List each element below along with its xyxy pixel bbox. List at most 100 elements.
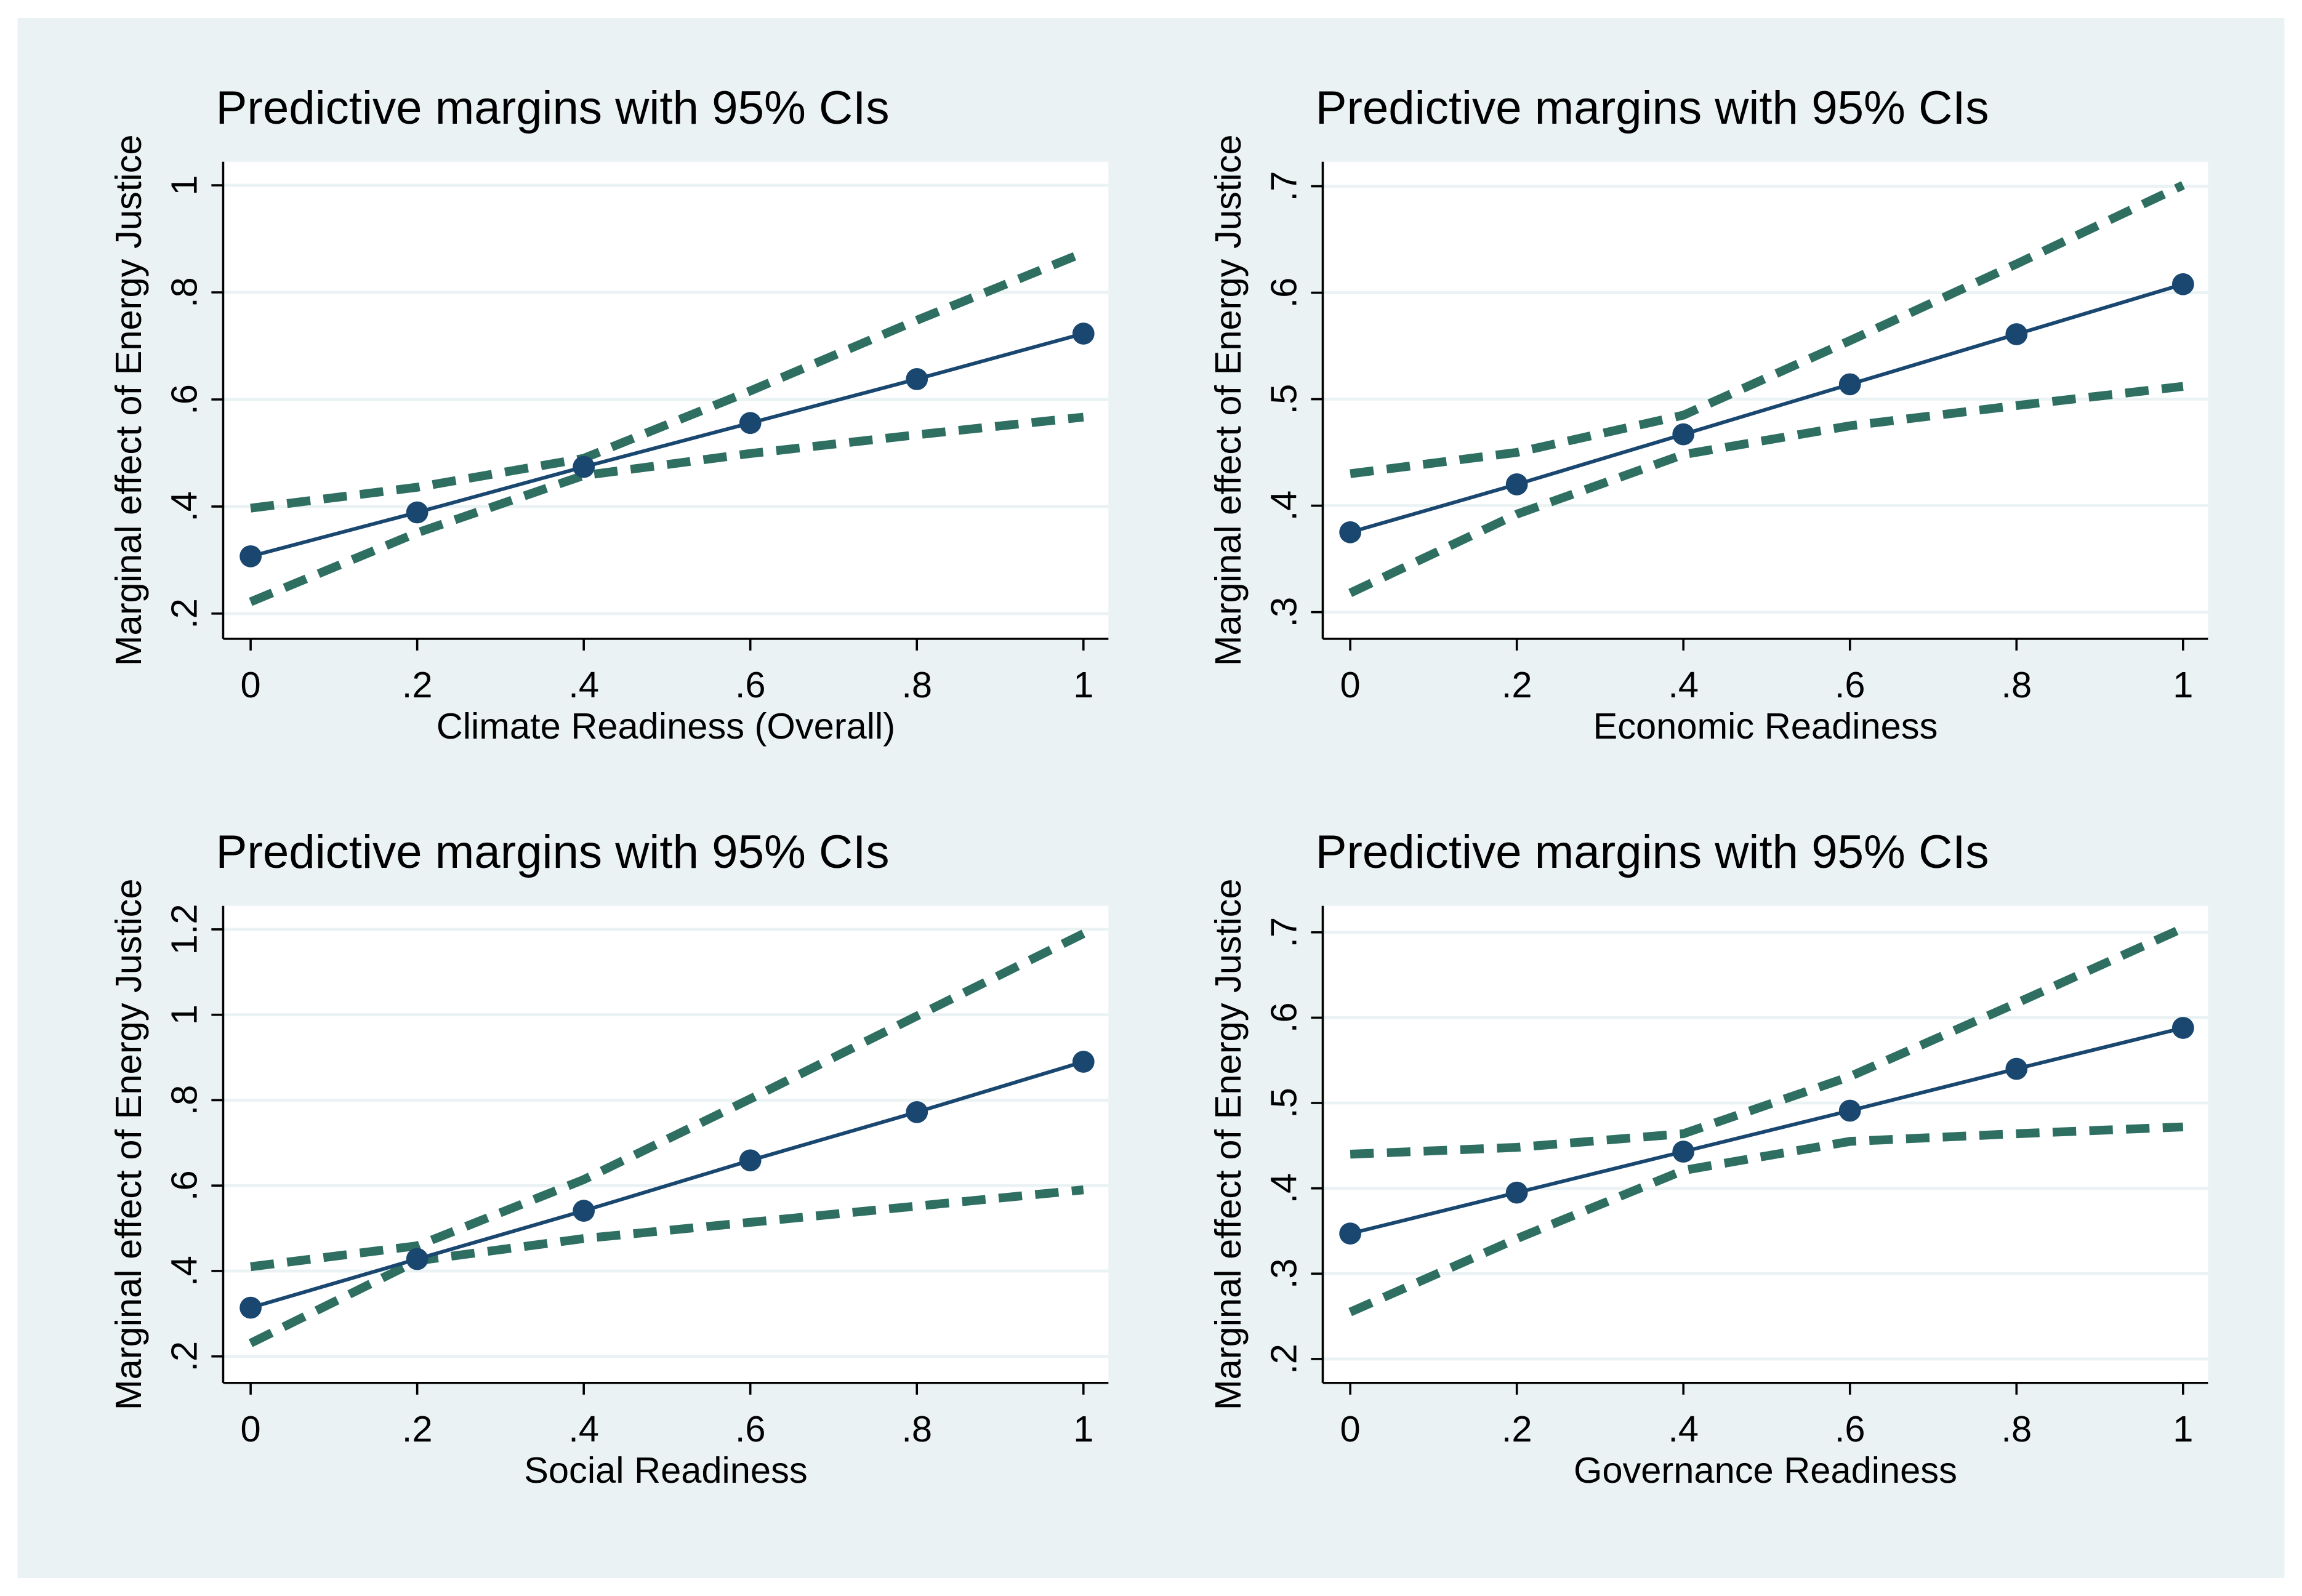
x-tick-label: .6 — [1835, 664, 1865, 705]
x-tick-label: .6 — [735, 1408, 766, 1450]
marker — [2005, 323, 2028, 345]
series-line — [250, 332, 1084, 558]
y-tick-label: .3 — [1263, 1258, 1305, 1289]
y-tick-label: 1.2 — [164, 904, 205, 955]
plot-area — [223, 905, 1109, 1383]
marker — [406, 1248, 429, 1270]
marker — [239, 1296, 262, 1319]
x-tick-label: 1 — [2173, 664, 2193, 705]
marker — [2171, 1017, 2194, 1039]
x-axis-label: Economic Readiness — [1593, 705, 1938, 747]
panel: Predictive margins with 95% CIs .3 .4 .5 .6.… — [1207, 82, 2208, 747]
y-axis-label: Marginal effect of Energy Justice — [108, 878, 149, 1410]
y-tick-label: .4 — [164, 1256, 205, 1286]
series-line — [1348, 1122, 2184, 1317]
y-tick-label: .8 — [164, 1085, 205, 1116]
series-line — [1350, 924, 2185, 1159]
y-axis-label: Marginal effect of Energy Justice — [1207, 134, 1249, 666]
series-line — [1350, 1026, 2184, 1236]
y-tick-label: .4 — [164, 491, 205, 522]
x-tick-label: .2 — [1502, 1408, 1532, 1450]
y-axis-label: Marginal effect of Energy Justice — [108, 134, 149, 666]
marker — [239, 545, 262, 567]
chart-title: Predictive margins with 95% CIs — [1316, 82, 1989, 134]
marker — [1672, 1141, 1695, 1163]
marker — [739, 1149, 762, 1172]
y-tick-label: .4 — [1263, 1173, 1305, 1204]
x-tick-label: .4 — [1668, 1408, 1699, 1450]
x-tick-label: .8 — [2001, 664, 2032, 705]
y-tick-label: .7 — [1263, 917, 1305, 948]
y-tick-label: .4 — [1263, 491, 1305, 521]
y-tick-label: .2 — [164, 598, 205, 629]
x-tick-label: 0 — [241, 664, 261, 705]
y-tick-label: .5 — [1263, 1088, 1305, 1118]
chart-title: Predictive margins with 95% CIs — [216, 826, 890, 878]
series-line — [248, 1185, 1084, 1347]
series-line — [250, 929, 1085, 1272]
marker — [1672, 423, 1695, 446]
x-tick-label: 0 — [1340, 664, 1361, 705]
y-tick-label: .5 — [1263, 384, 1305, 415]
marker — [573, 455, 595, 478]
marker — [1838, 1099, 1861, 1122]
y-tick-label: .6 — [1263, 1003, 1305, 1033]
y-tick-label: .6 — [164, 384, 205, 415]
marker — [1505, 473, 1528, 495]
x-tick-label: 0 — [1340, 1408, 1361, 1450]
marker — [573, 1200, 595, 1222]
x-tick-label: .8 — [2001, 1408, 2032, 1450]
series-line — [1348, 382, 2184, 597]
series-line — [250, 249, 1085, 513]
marker — [2171, 273, 2194, 295]
chart-title: Predictive margins with 95% CIs — [216, 82, 890, 134]
y-tick-label: .8 — [164, 277, 205, 308]
panel: Predictive margins with 95% CIs .2 .3 .4 .5.… — [1207, 826, 2208, 1491]
y-tick-label: .7 — [1263, 171, 1305, 202]
y-tick-label: .6 — [164, 1170, 205, 1201]
x-tick-label: 1 — [1073, 664, 1093, 705]
x-tick-label: .4 — [1668, 664, 1699, 705]
series-line — [250, 1060, 1084, 1310]
x-axis-label: Climate Readiness (Overall) — [437, 705, 895, 747]
x-tick-label: .6 — [735, 664, 766, 705]
x-tick-label: 1 — [1073, 1408, 1093, 1450]
y-tick-label: .2 — [164, 1341, 205, 1372]
y-tick-label: .3 — [1263, 597, 1305, 628]
marker — [406, 501, 429, 524]
panel: Predictive margins with 95% CIs .2 .4 .6 .8 1… — [108, 82, 1109, 747]
y-axis-label: Marginal effect of Energy Justice — [1207, 878, 1249, 1410]
marker — [1505, 1181, 1528, 1204]
x-tick-label: .8 — [901, 1408, 932, 1450]
y-tick-label: .2 — [1263, 1344, 1305, 1374]
marker — [906, 368, 928, 390]
marker — [1339, 521, 1362, 543]
series-line — [249, 412, 1084, 606]
marker — [2005, 1057, 2028, 1080]
x-tick-label: 0 — [241, 1408, 261, 1450]
chart-title: Predictive margins with 95% CIs — [1316, 826, 1989, 878]
x-tick-label: .2 — [402, 1408, 433, 1450]
x-tick-label: .2 — [402, 664, 433, 705]
x-axis-label: Social Readiness — [524, 1450, 808, 1491]
marker — [1838, 373, 1861, 396]
x-tick-label: .8 — [901, 664, 932, 705]
x-tick-label: .2 — [1502, 664, 1532, 705]
x-tick-label: 1 — [2173, 1408, 2193, 1450]
x-tick-label: .6 — [1835, 1408, 1865, 1450]
x-axis-label: Governance Readiness — [1574, 1450, 1957, 1491]
series-line — [1350, 282, 2184, 534]
x-tick-label: .4 — [568, 1408, 599, 1450]
x-tick-label: .4 — [568, 664, 599, 705]
marker — [906, 1101, 928, 1123]
panel: Predictive margins with 95% CIs .2 .4 .6 .8 1… — [108, 826, 1109, 1491]
y-tick-label: .6 — [1263, 278, 1305, 308]
y-tick-label: 1 — [164, 175, 205, 195]
marker — [1339, 1222, 1362, 1245]
y-tick-label: 1 — [164, 1005, 205, 1025]
series-line — [1350, 181, 2185, 478]
marker — [1072, 323, 1095, 345]
marker — [739, 412, 762, 435]
